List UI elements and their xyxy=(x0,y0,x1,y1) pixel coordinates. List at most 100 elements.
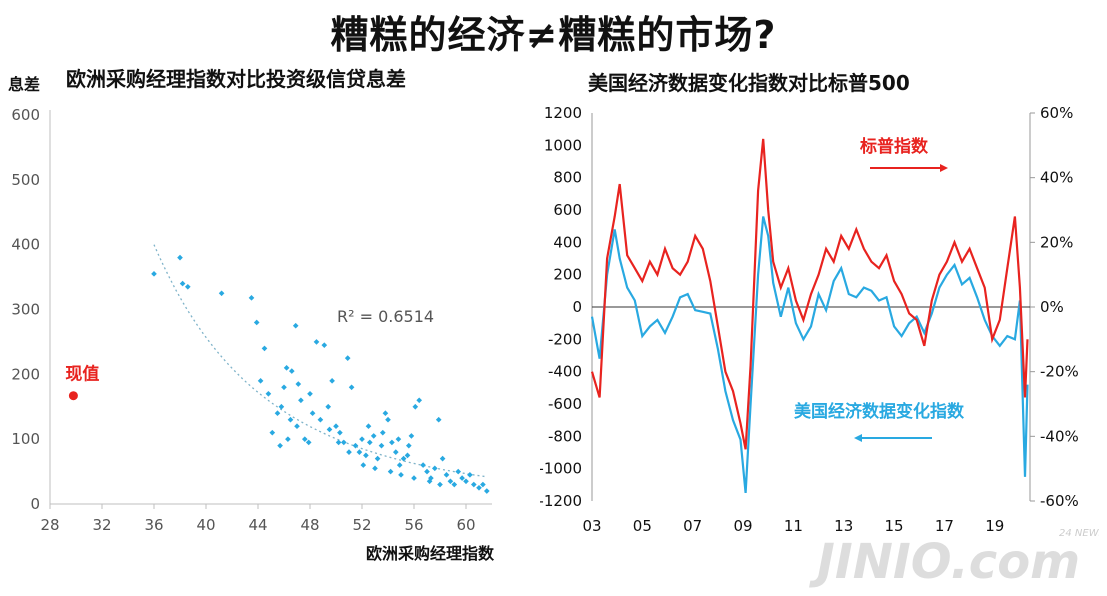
current-value-label: 现值 xyxy=(65,364,99,385)
scatter-point xyxy=(348,384,355,391)
scatter-point xyxy=(333,423,339,430)
y-tick-label: 600 xyxy=(11,106,40,124)
scatter-point xyxy=(374,455,381,462)
scatter-point xyxy=(294,423,300,430)
scatter-point xyxy=(385,416,391,423)
r-squared-label: R² = 0.6514 xyxy=(337,307,434,326)
scatter-point xyxy=(443,471,450,478)
scatter-point xyxy=(179,280,186,287)
scatter-point xyxy=(329,377,335,384)
right-y-tick-label: 0% xyxy=(1040,298,1064,316)
x-tick-label: 19 xyxy=(985,517,1004,535)
econ-series-label: 美国经济数据变化指数 xyxy=(794,401,965,422)
x-tick-label: 56 xyxy=(404,516,423,534)
scatter-point xyxy=(398,471,404,478)
scatter-point xyxy=(455,468,462,475)
scatter-point xyxy=(408,433,415,439)
scatter-point xyxy=(177,254,183,261)
watermark-logo: 24 NEWS JINIO.com xyxy=(809,520,1099,590)
watermark-small-text: 24 NEWS xyxy=(1059,528,1099,539)
scatter-point xyxy=(400,455,407,462)
left-y-tick-label: 0 xyxy=(572,298,582,316)
scatter-point xyxy=(340,439,347,446)
left-y-tick-label: 200 xyxy=(553,266,582,284)
left-y-tick-label: 600 xyxy=(553,201,582,219)
scatter-point xyxy=(269,429,276,436)
y-tick-label: 0 xyxy=(30,495,40,513)
x-tick-label: 07 xyxy=(683,517,702,535)
scatter-point xyxy=(325,403,332,410)
scatter-point xyxy=(360,462,367,468)
y-tick-label: 200 xyxy=(11,365,40,383)
scatter-point xyxy=(405,442,412,449)
scatter-point xyxy=(218,290,225,297)
scatter-point xyxy=(151,271,157,277)
sp500-series-label: 标普指数 xyxy=(860,136,929,157)
scatter-point xyxy=(451,481,458,488)
right-chart-panel: 美国经济数据变化指数对比标普500 -1200 -1000 -800 -600 -400 -… xyxy=(540,60,1107,596)
scatter-point xyxy=(337,429,343,436)
scatter-point xyxy=(281,384,287,391)
y-tick-label: 100 xyxy=(11,430,40,448)
scatter-point xyxy=(424,468,430,475)
scatter-point xyxy=(321,342,328,348)
scatter-point xyxy=(366,439,373,446)
scatter-point xyxy=(365,423,372,430)
scatter-point xyxy=(379,429,386,436)
left-chart-panel: 欧洲采购经理指数对比投资级信贷息差 息差 0 100 200 300 400 500 600 28… xyxy=(0,60,540,596)
sp500-arrow-head xyxy=(940,164,948,172)
scatter-point xyxy=(313,339,320,345)
scatter-point xyxy=(309,410,316,417)
scatter-point xyxy=(359,436,365,442)
scatter-point xyxy=(346,449,352,455)
scatter-point xyxy=(370,433,377,439)
left-y-tick-label: 1200 xyxy=(544,104,582,122)
x-tick-label: 40 xyxy=(196,516,215,534)
scatter-point xyxy=(431,465,438,472)
left-y-tick-label: -600 xyxy=(548,395,582,413)
scatter-point xyxy=(283,365,290,371)
scatter-point xyxy=(404,452,411,459)
scatter-point xyxy=(378,442,385,449)
left-y-tick-label: -800 xyxy=(548,427,582,445)
x-tick-label: 15 xyxy=(885,517,904,535)
pmi-credit-spread-scatter-chart: 欧洲采购经理指数对比投资级信贷息差 息差 0 100 200 300 400 500 600 28… xyxy=(8,67,495,563)
left-y-tick-label: 400 xyxy=(553,233,582,251)
scatter-point xyxy=(287,416,294,423)
scatter-point xyxy=(416,397,423,404)
x-tick-label: 03 xyxy=(582,517,601,535)
scatter-point xyxy=(274,410,281,417)
scatter-point xyxy=(372,465,378,472)
scatter-point xyxy=(392,449,399,455)
x-tick-label: 52 xyxy=(352,516,371,534)
right-y-tick-label: -60% xyxy=(1040,492,1079,510)
left-y-tick-label: -200 xyxy=(548,330,582,348)
econ-index-line xyxy=(590,216,1029,494)
x-tick-label: 32 xyxy=(92,516,111,534)
scatter-point xyxy=(317,416,324,423)
y-tick-label: 300 xyxy=(11,301,40,319)
scatter-point xyxy=(344,355,351,361)
x-tick-label: 28 xyxy=(40,516,59,534)
scatter-point xyxy=(335,439,342,446)
scatter-point xyxy=(363,452,369,459)
econ-arrow-head xyxy=(854,434,862,442)
scatter-point xyxy=(253,319,260,326)
x-tick-label: 17 xyxy=(935,517,954,535)
watermark-text: JINIO.com xyxy=(809,534,1080,590)
scatter-point xyxy=(288,368,295,374)
scatter-point xyxy=(326,426,333,433)
right-y-tick-label: -40% xyxy=(1040,427,1079,445)
scatter-point xyxy=(382,410,389,417)
x-axis-label: 欧洲采购经理指数 xyxy=(366,544,495,563)
scatter-point xyxy=(307,390,313,397)
scatter-point xyxy=(248,295,255,301)
right-y-tick-label: 20% xyxy=(1040,233,1073,251)
scatter-point xyxy=(437,481,443,488)
left-y-tick-label: -400 xyxy=(548,363,582,381)
left-y-tick-label: 1000 xyxy=(544,136,582,154)
x-tick-label: 48 xyxy=(300,516,319,534)
y-axis-label: 息差 xyxy=(8,75,40,94)
y-tick-label: 400 xyxy=(11,236,40,254)
x-tick-label: 11 xyxy=(784,517,803,535)
